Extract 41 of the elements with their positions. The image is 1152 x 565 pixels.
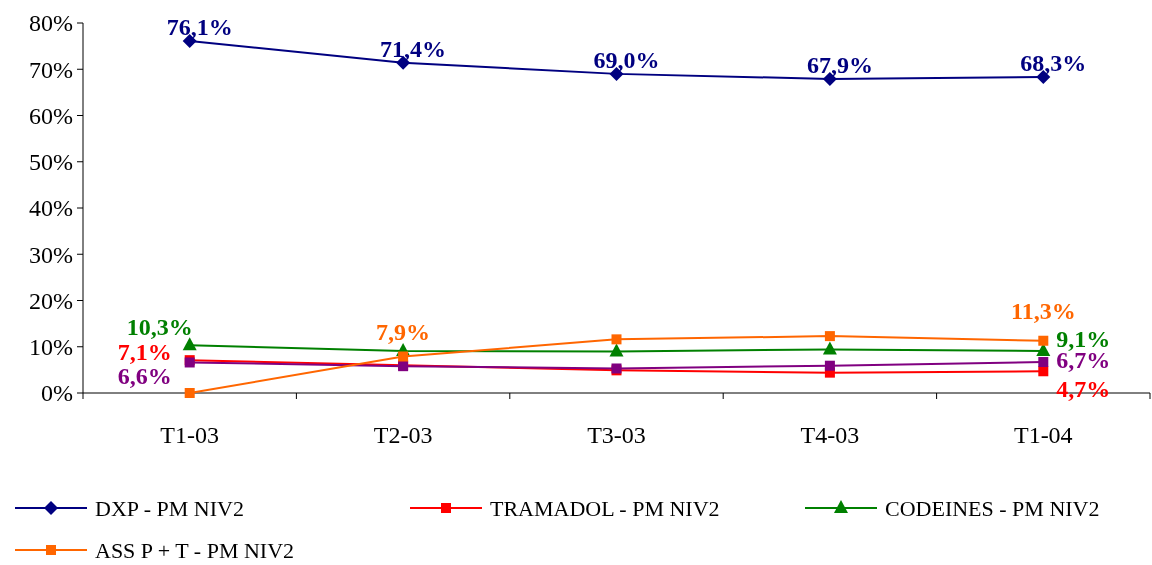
x-tick-label: T3-03 (587, 422, 646, 448)
y-tick-label: 80% (29, 10, 73, 37)
y-tick-label: 30% (29, 241, 73, 268)
y-tick-label: 0% (41, 380, 73, 407)
data-label: 7,1% (117, 339, 172, 366)
data-label: 68,3% (1020, 50, 1087, 77)
x-tick-label: T1-03 (160, 422, 220, 448)
point (1038, 366, 1049, 377)
y-tick-label: 40% (29, 195, 73, 222)
data-label: 9,1% (1056, 325, 1111, 352)
data-label: 7,9% (376, 319, 431, 346)
point (822, 341, 837, 355)
legend-label: CODEINES - PM NIV2 (885, 495, 1100, 521)
legend-label: ASS P + T - PM NIV2 (95, 537, 295, 563)
data-label: 10,3% (126, 314, 193, 341)
point (824, 360, 835, 371)
data-label: 76,1% (166, 14, 233, 41)
y-tick-label: 20% (29, 287, 73, 314)
point (1038, 357, 1049, 368)
y-tick-label: 50% (29, 149, 73, 176)
x-tick-label: T4-03 (800, 422, 860, 448)
y-tick-label: 10% (29, 334, 73, 361)
y-tick-label: 70% (29, 56, 73, 83)
data-label: 67,9% (806, 51, 873, 78)
data-label: 6,6% (117, 363, 172, 390)
data-label: 69,0% (593, 46, 660, 73)
legend-label: TRAMADOL - PM NIV2 (490, 495, 720, 521)
x-tick-label: T2-03 (373, 422, 433, 448)
point (182, 337, 197, 351)
point (824, 331, 835, 342)
point (611, 334, 622, 345)
data-label: 71,4% (380, 35, 447, 62)
point (184, 388, 195, 398)
data-label: 4,7% (1056, 376, 1111, 403)
point (1038, 335, 1049, 346)
point (609, 343, 624, 357)
point (398, 351, 409, 362)
y-tick-label: 60% (29, 102, 73, 129)
legend-label: DXP - PM NIV2 (95, 495, 244, 521)
x-tick-label: T1-04 (1013, 422, 1073, 448)
data-label: 11,3% (1010, 297, 1076, 324)
